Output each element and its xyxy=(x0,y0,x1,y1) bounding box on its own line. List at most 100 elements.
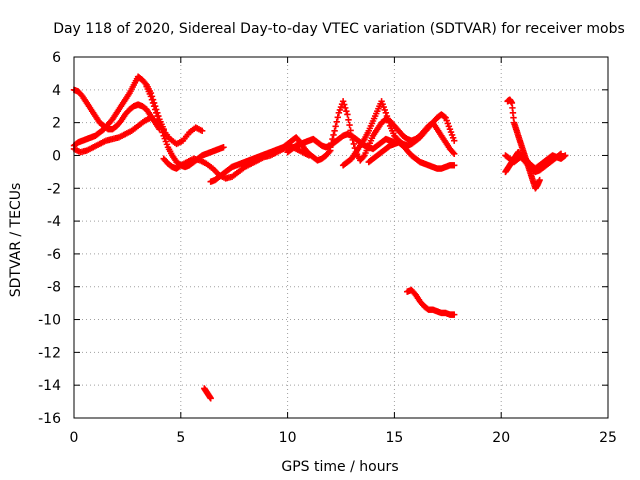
data-point-interp xyxy=(120,98,128,105)
data-point-interp xyxy=(150,103,158,110)
data-point xyxy=(348,132,355,139)
data-point-interp xyxy=(359,154,366,162)
x-tick-labels: 0 5 10 15 20 25 xyxy=(70,430,617,446)
data-point-interp xyxy=(332,123,339,130)
chart-title: Day 118 of 2020, Sidereal Day-to-day VTE… xyxy=(53,21,625,37)
data-point-interp xyxy=(441,113,448,121)
data-point-interp xyxy=(218,171,225,179)
data-point-interp xyxy=(303,148,311,155)
series-arc-j xyxy=(365,139,458,172)
data-point-interp xyxy=(383,112,391,120)
data-point-interp xyxy=(167,150,175,157)
series-arc-k xyxy=(404,286,458,318)
data-point-interp xyxy=(445,123,453,130)
y-tick-label: 0 xyxy=(52,148,61,164)
data-point-interp xyxy=(538,165,545,172)
series-arc-d xyxy=(143,83,227,171)
data-point-interp xyxy=(98,127,105,135)
data-point-interp xyxy=(328,139,335,147)
data-point-interp xyxy=(219,144,226,151)
data-point-interp xyxy=(346,157,353,164)
data-point-interp xyxy=(350,140,358,148)
x-tick-label: 5 xyxy=(176,430,185,446)
data-point-interp xyxy=(124,108,131,116)
y-tick-label: -14 xyxy=(38,378,61,394)
data-point-interp xyxy=(437,130,444,138)
data-point-interp xyxy=(222,168,229,176)
data-point-interp xyxy=(561,153,568,160)
data-point-interp xyxy=(341,101,348,108)
series-arc-o xyxy=(502,148,565,176)
data-point-interp xyxy=(320,153,328,161)
data-point-interp xyxy=(240,164,247,172)
data-point-interp xyxy=(157,122,164,130)
data-point-interp xyxy=(158,126,165,133)
data-point-interp xyxy=(410,153,417,161)
data-point-interp xyxy=(184,131,191,138)
data-point-interp xyxy=(154,112,161,120)
data-point-interp xyxy=(381,106,388,114)
data-point-interp xyxy=(111,124,118,131)
data-point-interp xyxy=(175,163,182,171)
data-point-interp xyxy=(414,157,422,164)
x-tick-label: 20 xyxy=(492,430,510,446)
y-tick-label: -12 xyxy=(38,345,61,361)
data-point-interp xyxy=(149,99,157,107)
data-point-interp xyxy=(297,148,305,155)
data-point-interp xyxy=(141,79,148,86)
data-point-interp xyxy=(547,158,554,166)
data-point-interp xyxy=(312,137,319,144)
data-point-interp xyxy=(94,141,102,148)
data-point-interp xyxy=(449,134,457,142)
data-point-interp xyxy=(376,150,383,158)
data-point-interp xyxy=(330,131,337,139)
data-point-interp xyxy=(233,169,241,177)
data-point-interp xyxy=(414,135,422,143)
data-point-interp xyxy=(342,160,349,167)
data-point-interp xyxy=(360,153,367,160)
x-tick-label: 0 xyxy=(70,430,79,446)
data-point-interp xyxy=(137,75,144,82)
data-points xyxy=(70,73,569,402)
data-point-interp xyxy=(427,121,434,129)
data-point-interp xyxy=(364,144,371,152)
data-point-interp xyxy=(82,147,89,155)
data-point-interp xyxy=(126,128,134,135)
data-point-interp xyxy=(227,173,234,181)
data-point-interp xyxy=(351,150,359,158)
data-point-interp xyxy=(162,157,170,165)
data-point-interp xyxy=(326,148,333,155)
data-point-interp xyxy=(401,144,409,152)
y-tick-label: 6 xyxy=(52,50,61,66)
data-point-interp xyxy=(449,162,457,169)
data-point-interp xyxy=(401,134,409,141)
data-point-interp xyxy=(360,137,367,144)
data-point-interp xyxy=(166,162,174,169)
series-arc-f xyxy=(207,134,334,185)
series-arc-i xyxy=(339,98,458,169)
data-point-interp xyxy=(529,176,536,184)
data-point-interp xyxy=(449,149,457,156)
data-point-interp xyxy=(307,152,315,159)
data-point-interp xyxy=(114,134,121,142)
data-point-interp xyxy=(514,130,521,138)
data-point-interp xyxy=(146,90,154,98)
data-point-interp xyxy=(384,144,392,151)
data-point-interp xyxy=(115,120,123,127)
data-point-interp xyxy=(510,114,517,121)
data-point-interp xyxy=(512,124,519,131)
data-point-interp xyxy=(148,96,156,103)
data-point-interp xyxy=(178,138,185,145)
data-point xyxy=(151,106,159,113)
data-point-interp xyxy=(516,137,524,144)
y-tick-labels: -16 -14 -12 -10 -8 -6 -4 -2 0 2 4 6 xyxy=(38,50,61,427)
series-arc-c xyxy=(70,114,206,156)
data-point-interp xyxy=(393,125,400,132)
x-tick-label: 25 xyxy=(599,430,617,446)
data-point-interp xyxy=(449,311,457,318)
data-point-interp xyxy=(333,137,340,144)
data-point-interp xyxy=(125,91,132,98)
data-point-interp xyxy=(380,117,387,125)
data-point-interp xyxy=(551,155,558,162)
data-point-interp xyxy=(423,126,430,134)
